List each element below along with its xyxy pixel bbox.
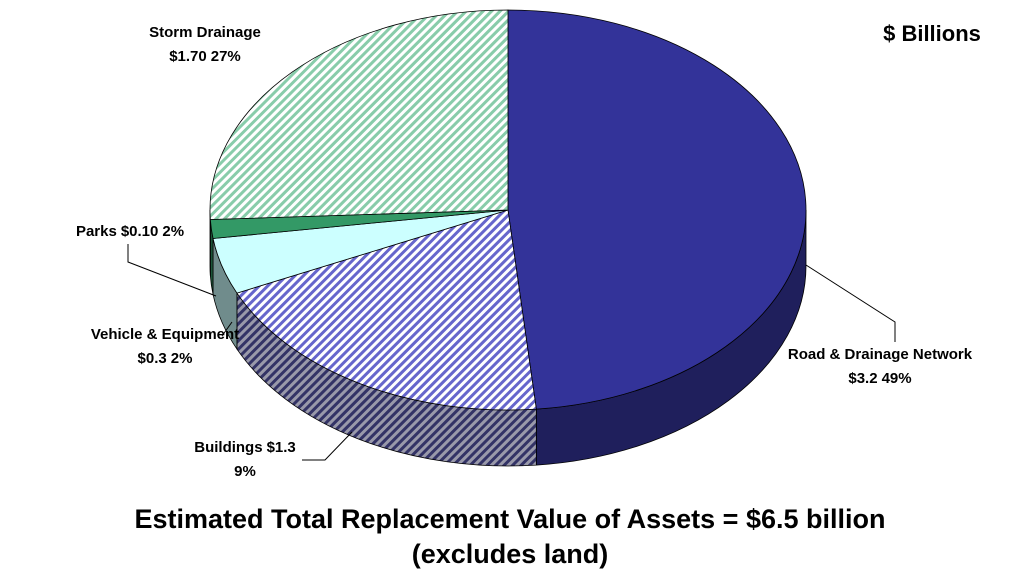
category-label: Buildings <box>194 439 262 456</box>
leader-line <box>221 321 233 337</box>
pie-tops <box>209 9 807 411</box>
chart-title: Estimated Total Replacement Value of Ass… <box>135 504 886 534</box>
slice-label: Buildings $1.3 <box>194 439 296 456</box>
percent-label: 2% <box>171 350 193 367</box>
pie-sides <box>209 209 807 467</box>
slice-label: $1.70 27% <box>169 48 241 65</box>
slice-label: Vehicle & Equipment <box>91 326 239 343</box>
value-label: $3.2 <box>848 370 877 387</box>
percent-label: 49% <box>882 370 912 387</box>
slice-label: $0.3 2% <box>138 350 193 367</box>
percent-label: 27% <box>211 48 241 65</box>
leader-line <box>302 431 353 461</box>
category-label: Road & Drainage Network <box>788 346 973 363</box>
pie-slice <box>236 209 537 411</box>
category-label: Storm Drainage <box>149 24 261 41</box>
percent-label: 2% <box>162 223 184 240</box>
chart-subtitle: (excludes land) <box>412 539 609 569</box>
percent-label: 9% <box>234 463 256 480</box>
leader-line <box>805 264 896 342</box>
value-label: $1.3 <box>267 439 296 456</box>
value-label: $1.70 <box>169 48 207 65</box>
value-label: $0.10 <box>121 223 159 240</box>
slice-label: Road & Drainage Network <box>788 346 973 363</box>
unit-label: $ Billions <box>883 21 981 46</box>
leader-line <box>127 244 217 297</box>
labels: Road & Drainage Network $3.2 49% Buildings $… <box>76 24 973 480</box>
category-label: Vehicle & Equipment <box>91 326 239 343</box>
value-label: $0.3 <box>138 350 167 367</box>
slice-label: 9% <box>234 463 256 480</box>
slice-label: Parks $0.10 2% <box>76 223 184 240</box>
category-label: Parks <box>76 223 117 240</box>
pie-slice <box>507 9 807 410</box>
slice-label: Storm Drainage <box>149 24 261 41</box>
slice-label: $3.2 49% <box>848 370 911 387</box>
pie-slice <box>209 9 509 220</box>
